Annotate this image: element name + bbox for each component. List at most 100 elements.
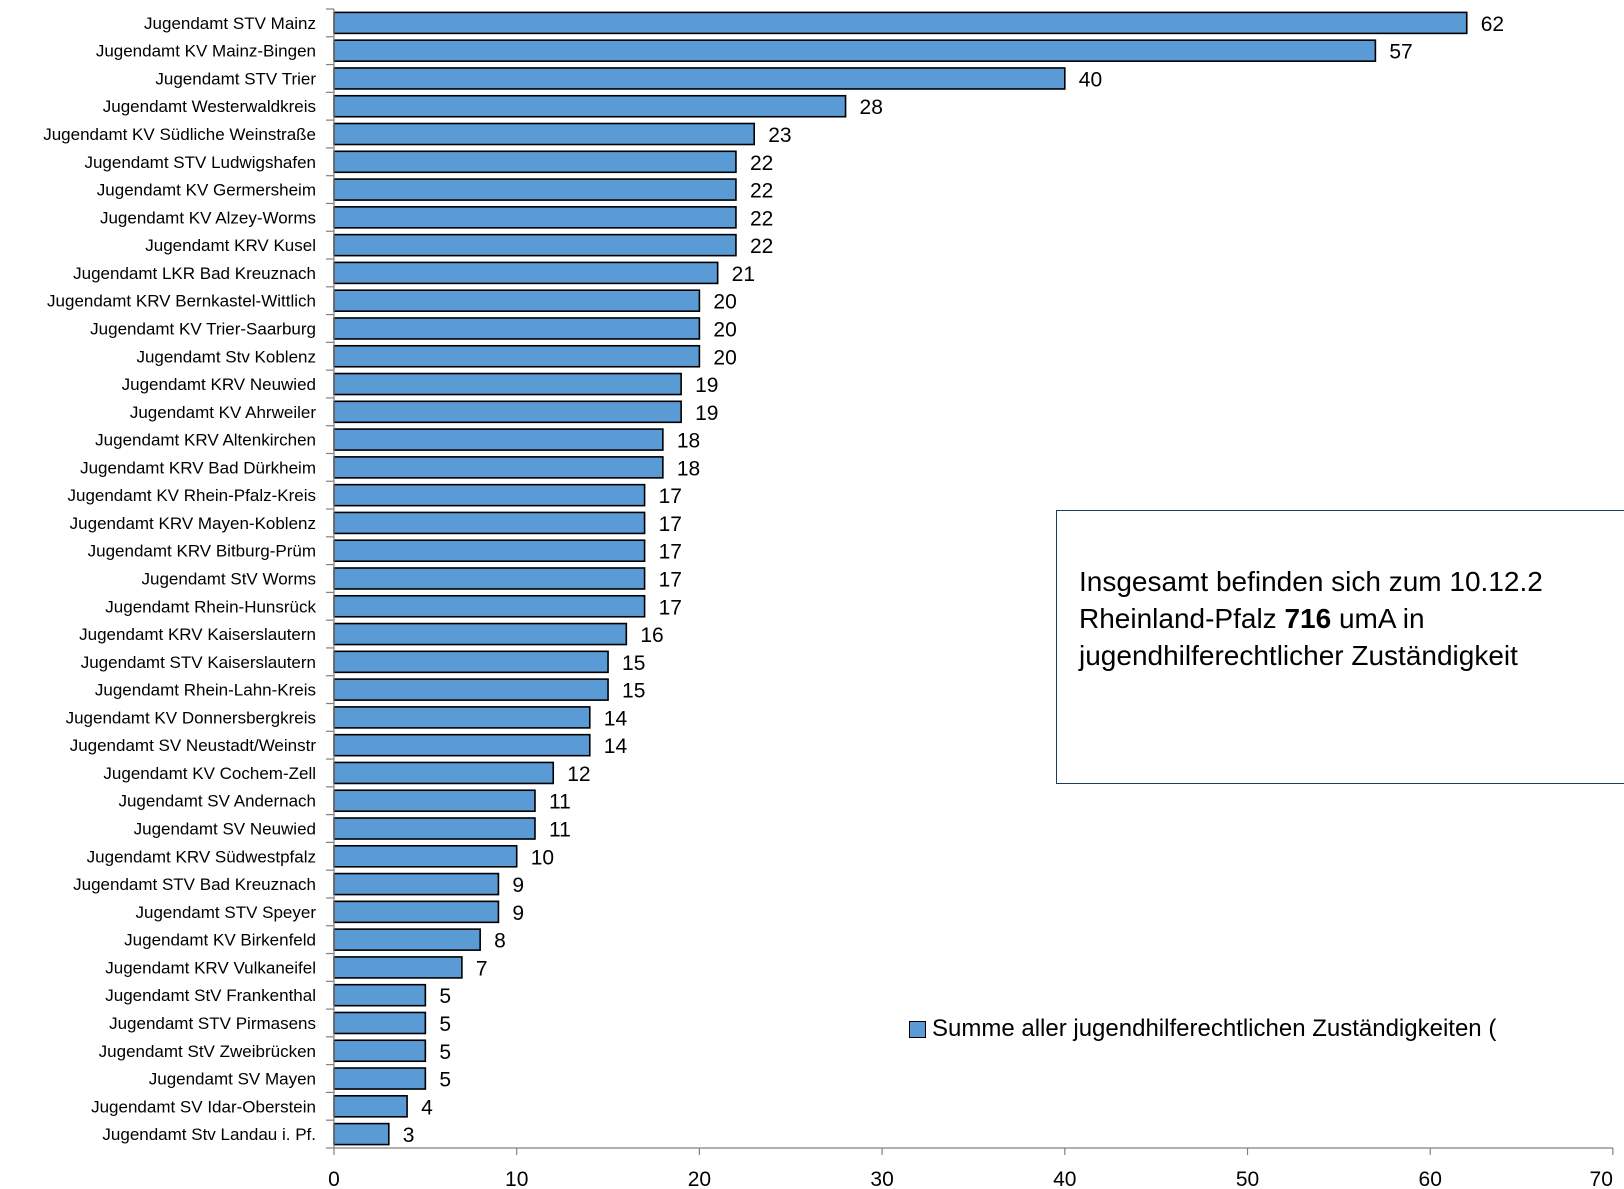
category-label: Jugendamt KV Cochem-Zell bbox=[103, 764, 316, 783]
bar bbox=[333, 761, 555, 785]
value-label: 17 bbox=[659, 541, 682, 564]
bar bbox=[333, 733, 591, 757]
bar bbox=[333, 539, 646, 563]
value-label: 20 bbox=[713, 346, 736, 369]
value-label: 40 bbox=[1079, 68, 1102, 91]
category-label: Jugendamt LKR Bad Kreuznach bbox=[73, 264, 316, 283]
annotation-line-2: Rheinland-Pfalz 716 umA in bbox=[1079, 600, 1624, 637]
category-label: Jugendamt KV Germersheim bbox=[97, 181, 316, 200]
bar bbox=[333, 511, 646, 535]
value-label: 4 bbox=[421, 1096, 433, 1119]
x-tick-label: 0 bbox=[328, 1168, 340, 1189]
bar bbox=[333, 872, 500, 896]
value-label: 7 bbox=[476, 957, 488, 980]
value-label: 16 bbox=[640, 624, 663, 647]
category-label: Jugendamt Rhein-Lahn-Kreis bbox=[95, 681, 316, 700]
category-label: Jugendamt KV Alzey-Worms bbox=[100, 208, 316, 227]
value-label: 11 bbox=[549, 819, 571, 842]
bar bbox=[333, 567, 646, 590]
bar bbox=[333, 789, 536, 813]
value-label: 19 bbox=[695, 374, 718, 397]
legend-swatch bbox=[909, 1020, 926, 1038]
value-label: 15 bbox=[622, 680, 645, 703]
value-label: 62 bbox=[1481, 13, 1504, 36]
category-label: Jugendamt SV Neustadt/Weinstr bbox=[70, 736, 317, 755]
category-label: Jugendamt KV Rhein-Pfalz-Kreis bbox=[67, 486, 316, 505]
category-label: Jugendamt KRV Kaiserslautern bbox=[79, 625, 316, 644]
annotation-line-2-suffix: umA in bbox=[1331, 603, 1425, 634]
value-label: 22 bbox=[750, 235, 773, 258]
value-label: 17 bbox=[659, 596, 682, 619]
category-label: Jugendamt KRV Bernkastel-Wittlich bbox=[47, 292, 316, 311]
bar bbox=[333, 428, 664, 451]
category-label: Jugendamt KRV Neuwied bbox=[122, 375, 316, 394]
annotation-box bbox=[1056, 510, 1624, 784]
value-label: 18 bbox=[677, 457, 700, 480]
bar bbox=[333, 67, 1066, 90]
x-tick-label: 30 bbox=[870, 1168, 893, 1189]
category-label: Jugendamt STV Mainz bbox=[144, 14, 316, 33]
category-label: Jugendamt Stv Koblenz bbox=[136, 347, 316, 366]
x-tick-label: 40 bbox=[1053, 1168, 1076, 1189]
x-tick-label: 50 bbox=[1236, 1168, 1259, 1189]
bar bbox=[333, 622, 628, 646]
value-label: 14 bbox=[604, 707, 628, 730]
value-label: 10 bbox=[531, 846, 554, 869]
bar bbox=[333, 39, 1377, 62]
category-label: Jugendamt KV Südliche Weinstraße bbox=[43, 125, 316, 144]
bar bbox=[333, 261, 719, 285]
value-label: 5 bbox=[439, 1013, 451, 1036]
category-label: Jugendamt STV Kaiserslautern bbox=[81, 653, 316, 672]
bar bbox=[333, 844, 518, 868]
value-label: 9 bbox=[512, 902, 524, 925]
value-label: 20 bbox=[713, 291, 736, 314]
bar bbox=[333, 400, 682, 424]
bar bbox=[333, 122, 756, 146]
category-label: Jugendamt SV Idar-Oberstein bbox=[91, 1097, 316, 1116]
category-label: Jugendamt Rhein-Hunsrück bbox=[105, 597, 316, 616]
y-axis-ticks bbox=[326, 8, 334, 1149]
value-label: 8 bbox=[494, 930, 506, 953]
category-label: Jugendamt StV Zweibrücken bbox=[99, 1042, 316, 1061]
value-label: 22 bbox=[750, 152, 773, 175]
bar bbox=[333, 317, 701, 340]
category-label: Jugendamt KV Mainz-Bingen bbox=[96, 42, 316, 61]
category-label: Jugendamt SV Neuwied bbox=[134, 820, 316, 839]
bar bbox=[333, 900, 500, 924]
value-label: 9 bbox=[512, 874, 524, 897]
x-tick-label: 10 bbox=[505, 1168, 528, 1189]
bar bbox=[333, 1095, 408, 1118]
bar bbox=[333, 178, 737, 201]
category-label: Jugendamt KV Trier-Saarburg bbox=[90, 319, 316, 338]
bar bbox=[333, 706, 591, 729]
bar bbox=[333, 678, 609, 701]
bar bbox=[333, 372, 682, 396]
category-label: Jugendamt STV Speyer bbox=[136, 903, 317, 922]
value-label: 12 bbox=[567, 763, 590, 786]
bar bbox=[333, 956, 463, 979]
category-label: Jugendamt STV Pirmasens bbox=[109, 1014, 316, 1033]
category-label: Jugendamt Westerwaldkreis bbox=[103, 97, 316, 116]
bar bbox=[333, 1067, 427, 1090]
category-label: Jugendamt STV Trier bbox=[155, 69, 316, 88]
annotation-line-2-prefix: Rheinland-Pfalz bbox=[1079, 603, 1285, 634]
bar bbox=[333, 233, 737, 257]
value-label: 3 bbox=[403, 1124, 415, 1147]
bar bbox=[333, 650, 609, 674]
value-label: 20 bbox=[713, 318, 736, 341]
category-label: Jugendamt StV Worms bbox=[142, 569, 316, 588]
category-label: Jugendamt KRV Südwestpfalz bbox=[87, 847, 316, 866]
bar bbox=[333, 150, 737, 174]
category-label: Jugendamt KRV Mayen-Koblenz bbox=[70, 514, 316, 533]
value-label: 11 bbox=[549, 791, 571, 814]
bar bbox=[333, 344, 701, 368]
value-label: 22 bbox=[750, 207, 773, 230]
value-labels: 6257402823222222222120202019191818171717… bbox=[403, 13, 1504, 1147]
annotation-text: Insgesamt befinden sich zum 10.12.2 Rhei… bbox=[1079, 563, 1624, 674]
value-label: 5 bbox=[439, 1069, 451, 1092]
category-label: Jugendamt KV Birkenfeld bbox=[124, 931, 316, 950]
value-label: 5 bbox=[439, 985, 451, 1008]
category-label: Jugendamt SV Andernach bbox=[118, 792, 316, 811]
x-tick-label: 20 bbox=[688, 1168, 711, 1189]
legend: Summe aller jugendhilferechtlichen Zustä… bbox=[909, 1015, 1496, 1043]
